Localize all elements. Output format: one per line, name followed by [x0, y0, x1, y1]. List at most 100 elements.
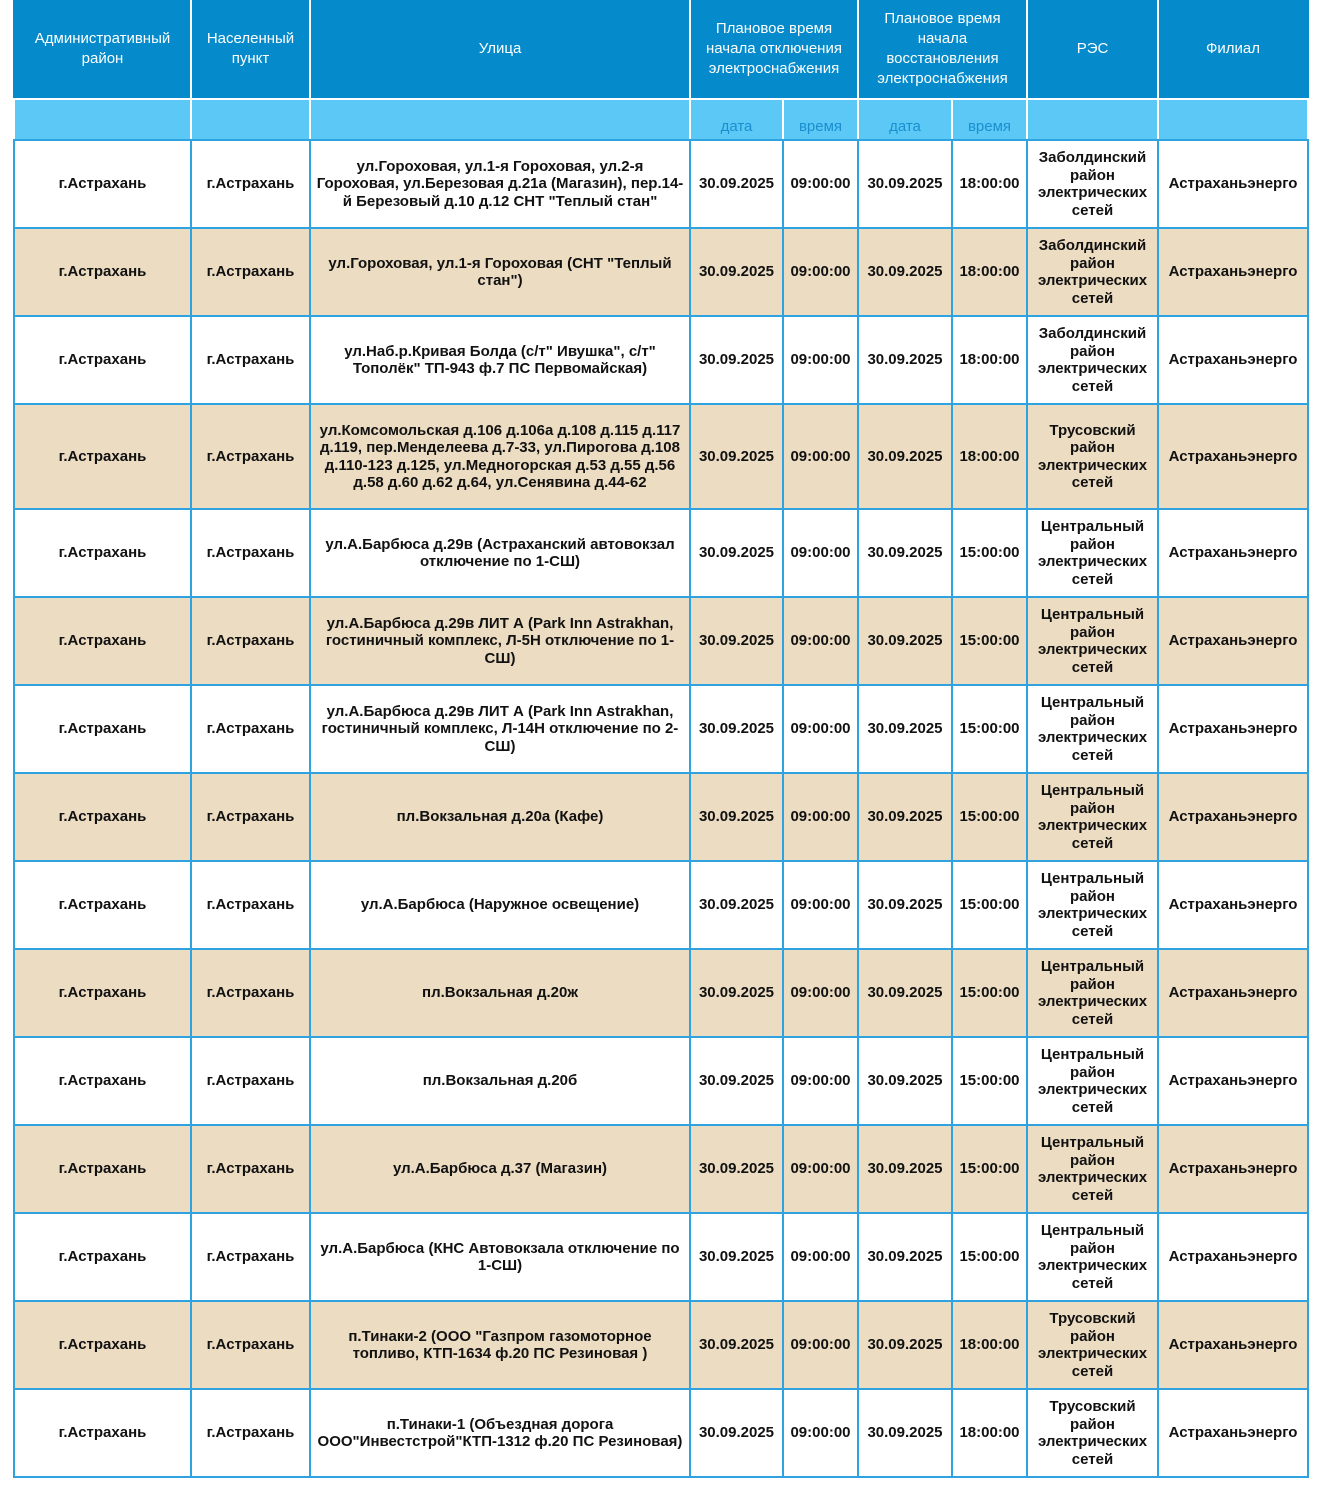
cell-off-time: 09:00:00 [782, 1388, 859, 1478]
table-row: г.Астрахань г.Астрахань пл.Вокзальная д.20… [13, 772, 1309, 862]
cell-res: Центральный район электрических сетей [1026, 948, 1159, 1038]
cell-street: ул.А.Барбюса д.29в (Астраханский автовок… [309, 508, 691, 598]
cell-locality: г.Астрахань [190, 860, 311, 950]
cell-district: г.Астрахань [13, 596, 192, 686]
cell-locality: г.Астрахань [190, 1124, 311, 1214]
header-locality: Населенный пункт [190, 0, 311, 100]
cell-on-time: 18:00:00 [951, 315, 1028, 405]
table-row: г.Астрахань г.Астрахань ул.А.Барбюса д.29в… [13, 684, 1309, 774]
cell-off-date: 30.09.2025 [689, 227, 784, 317]
cell-street: ул.Гороховая, ул.1-я Гороховая, ул.2-я Г… [309, 139, 691, 229]
cell-off-date: 30.09.2025 [689, 508, 784, 598]
cell-district: г.Астрахань [13, 403, 192, 510]
header-off-start: Плановое время начала отключения электро… [689, 0, 859, 100]
subheader-off-time: время [782, 98, 859, 141]
cell-off-date: 30.09.2025 [689, 948, 784, 1038]
cell-off-date: 30.09.2025 [689, 860, 784, 950]
cell-off-date: 30.09.2025 [689, 1212, 784, 1302]
cell-locality: г.Астрахань [190, 403, 311, 510]
cell-off-time: 09:00:00 [782, 1036, 859, 1126]
cell-off-time: 09:00:00 [782, 1300, 859, 1390]
cell-off-date: 30.09.2025 [689, 139, 784, 229]
table-row: г.Астрахань г.Астрахань ул.А.Барбюса д.37 … [13, 1124, 1309, 1214]
cell-on-date: 30.09.2025 [857, 684, 953, 774]
cell-locality: г.Астрахань [190, 139, 311, 229]
cell-street: п.Тинаки-1 (Объездная дорога ООО"Инвестс… [309, 1388, 691, 1478]
cell-branch: Астраханьэнерго [1157, 508, 1309, 598]
subheader-on-time: время [951, 98, 1028, 141]
cell-res: Центральный район электрических сетей [1026, 508, 1159, 598]
cell-branch: Астраханьэнерго [1157, 315, 1309, 405]
cell-on-date: 30.09.2025 [857, 1124, 953, 1214]
cell-street: п.Тинаки-2 (ООО "Газпром газомоторное то… [309, 1300, 691, 1390]
outage-schedule-table: Административный район Населенный пункт … [13, 0, 1309, 1478]
cell-street: пл.Вокзальная д.20ж [309, 948, 691, 1038]
cell-branch: Астраханьэнерго [1157, 684, 1309, 774]
cell-district: г.Астрахань [13, 1124, 192, 1214]
cell-locality: г.Астрахань [190, 1300, 311, 1390]
table-row: г.Астрахань г.Астрахань ул.А.Барбюса (КНС … [13, 1212, 1309, 1302]
header-district: Административный район [13, 0, 192, 100]
cell-off-date: 30.09.2025 [689, 1036, 784, 1126]
subheader-empty [13, 98, 192, 141]
cell-off-date: 30.09.2025 [689, 1124, 784, 1214]
cell-off-date: 30.09.2025 [689, 1388, 784, 1478]
cell-on-date: 30.09.2025 [857, 508, 953, 598]
cell-locality: г.Астрахань [190, 948, 311, 1038]
cell-branch: Астраханьэнерго [1157, 1300, 1309, 1390]
table-row: г.Астрахань г.Астрахань пл.Вокзальная д.20… [13, 948, 1309, 1038]
cell-locality: г.Астрахань [190, 1036, 311, 1126]
cell-on-time: 15:00:00 [951, 1124, 1028, 1214]
cell-on-time: 15:00:00 [951, 772, 1028, 862]
cell-res: Трусовский район электрических сетей [1026, 1388, 1159, 1478]
cell-on-time: 15:00:00 [951, 684, 1028, 774]
table-row: г.Астрахань г.Астрахань ул.А.Барбюса (Нару… [13, 860, 1309, 950]
cell-on-time: 15:00:00 [951, 1212, 1028, 1302]
cell-district: г.Астрахань [13, 684, 192, 774]
cell-off-date: 30.09.2025 [689, 772, 784, 862]
cell-res: Центральный район электрических сетей [1026, 860, 1159, 950]
cell-branch: Астраханьэнерго [1157, 1212, 1309, 1302]
cell-off-time: 09:00:00 [782, 948, 859, 1038]
header-restore: Плановое время начала восстановления эле… [857, 0, 1028, 100]
cell-off-time: 09:00:00 [782, 1124, 859, 1214]
cell-district: г.Астрахань [13, 1388, 192, 1478]
cell-off-time: 09:00:00 [782, 403, 859, 510]
cell-locality: г.Астрахань [190, 1212, 311, 1302]
cell-district: г.Астрахань [13, 860, 192, 950]
cell-on-date: 30.09.2025 [857, 1212, 953, 1302]
cell-off-date: 30.09.2025 [689, 403, 784, 510]
cell-district: г.Астрахань [13, 508, 192, 598]
cell-off-time: 09:00:00 [782, 1212, 859, 1302]
subheader-on-date: дата [857, 98, 953, 141]
cell-on-time: 18:00:00 [951, 227, 1028, 317]
cell-on-time: 15:00:00 [951, 508, 1028, 598]
cell-on-time: 15:00:00 [951, 948, 1028, 1038]
header-res: РЭС [1026, 0, 1159, 100]
table-row: г.Астрахань г.Астрахань пл.Вокзальная д.20… [13, 1036, 1309, 1126]
cell-on-date: 30.09.2025 [857, 948, 953, 1038]
cell-branch: Астраханьэнерго [1157, 139, 1309, 229]
cell-res: Центральный район электрических сетей [1026, 1212, 1159, 1302]
subheader-empty [1157, 98, 1309, 141]
cell-district: г.Астрахань [13, 315, 192, 405]
cell-branch: Астраханьэнерго [1157, 772, 1309, 862]
cell-off-time: 09:00:00 [782, 684, 859, 774]
cell-on-time: 15:00:00 [951, 1036, 1028, 1126]
cell-res: Центральный район электрических сетей [1026, 1124, 1159, 1214]
cell-street: пл.Вокзальная д.20а (Кафе) [309, 772, 691, 862]
cell-res: Заболдинский район электрических сетей [1026, 139, 1159, 229]
cell-district: г.Астрахань [13, 1212, 192, 1302]
cell-res: Заболдинский район электрических сетей [1026, 315, 1159, 405]
table-row: г.Астрахань г.Астрахань ул.Гороховая, ул.1… [13, 139, 1309, 229]
cell-off-time: 09:00:00 [782, 860, 859, 950]
cell-branch: Астраханьэнерго [1157, 1036, 1309, 1126]
cell-off-time: 09:00:00 [782, 227, 859, 317]
table-row: г.Астрахань г.Астрахань ул.Гороховая, ул.1… [13, 227, 1309, 317]
cell-on-time: 15:00:00 [951, 860, 1028, 950]
cell-branch: Астраханьэнерго [1157, 403, 1309, 510]
cell-on-time: 15:00:00 [951, 596, 1028, 686]
cell-street: ул.А.Барбюса д.37 (Магазин) [309, 1124, 691, 1214]
cell-res: Трусовский район электрических сетей [1026, 403, 1159, 510]
table-row: г.Астрахань г.Астрахань ул.А.Барбюса д.29в… [13, 508, 1309, 598]
